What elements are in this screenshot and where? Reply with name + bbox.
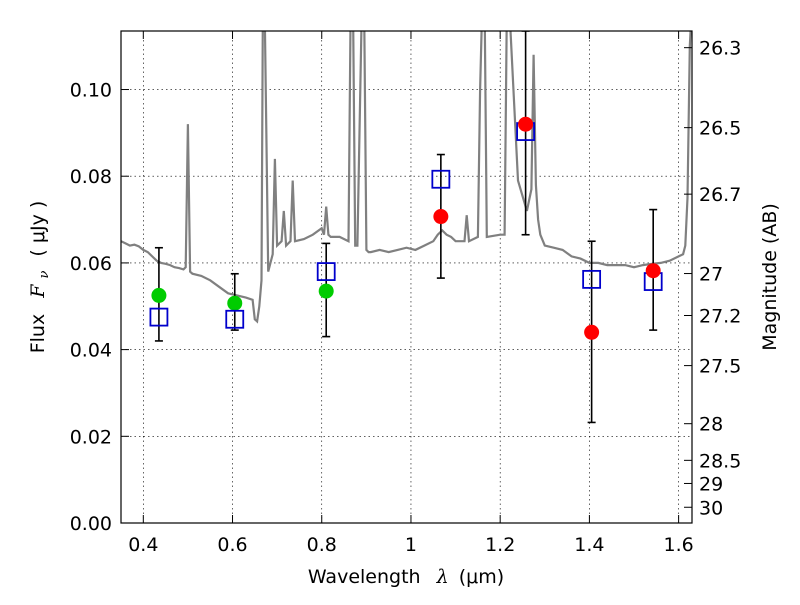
- model-square-marker: [225, 309, 245, 329]
- y-tick-label: 0.06: [70, 253, 112, 275]
- y2-tick-label: 29: [699, 473, 723, 495]
- model-square-marker: [582, 269, 602, 289]
- x-tick-label: 1.4: [574, 534, 604, 556]
- x-tick-label: 1: [405, 534, 417, 556]
- right-axis-title: Magnitude (AB): [759, 203, 781, 351]
- y-axis-f-symbol: F: [27, 284, 49, 299]
- model-square-marker: [431, 169, 451, 189]
- red-data-point: [518, 116, 534, 132]
- y-axis-nu-subscript: ν: [37, 271, 52, 279]
- y-tick-label: 0.08: [70, 166, 112, 188]
- plot-data-layer: [121, 31, 692, 424]
- model-square-marker: [149, 307, 169, 327]
- model-spectrum-line: [121, 31, 692, 324]
- y2-tick-label: 28.5: [699, 450, 741, 472]
- x-tick-label: 0.6: [217, 534, 247, 556]
- red-data-point: [584, 324, 600, 340]
- y-tick-label: 0.00: [70, 513, 112, 535]
- y-axis-title: Flux F ν ( μJy ): [27, 201, 53, 354]
- y-tick-label: 0.04: [70, 340, 112, 362]
- y2-tick-label: 27.5: [699, 356, 741, 378]
- x-tick-label: 0.8: [307, 534, 337, 556]
- green-data-point: [151, 287, 167, 303]
- model-squares-group: [149, 122, 663, 329]
- red-data-point: [645, 263, 661, 279]
- y2-tick-label: 26.5: [699, 118, 741, 140]
- y-tick-label: 0.10: [70, 80, 112, 102]
- y-tick-label: 0.02: [70, 426, 112, 448]
- green-points-group: [151, 283, 334, 311]
- y2-tick-label: 30: [699, 497, 723, 519]
- green-data-point: [318, 283, 334, 299]
- x-axis-unit: (μm): [459, 566, 504, 588]
- y2-tick-label: 26.3: [699, 38, 741, 60]
- y2-tick-label: 27.2: [699, 306, 741, 328]
- plot-frame: [120, 30, 693, 524]
- x-tick-label: 1.6: [664, 534, 694, 556]
- x-axis-title-text: Wavelength: [308, 566, 421, 588]
- grid-lines: [121, 31, 692, 524]
- y2-tick-label: 26.7: [699, 184, 741, 206]
- x-tick-label: 0.4: [128, 534, 158, 556]
- y-axis-ticks: 0.00 0.02 0.04 0.06 0.08 0.10: [70, 80, 129, 535]
- x-axis-ticks: 0.4 0.6 0.8 1 1.2 1.4 1.6: [128, 31, 694, 556]
- y-axis-title-text: Flux: [27, 314, 49, 354]
- model-square-marker: [316, 262, 336, 281]
- x-axis-title: Wavelength λ (μm): [308, 566, 504, 588]
- y2-tick-label: 28: [699, 414, 723, 436]
- x-tick-label: 1.2: [485, 534, 515, 556]
- red-points-group: [433, 116, 661, 340]
- y-axis-unit: ( μJy ): [27, 201, 49, 257]
- y2-tick-label: 27: [699, 264, 723, 286]
- green-data-point: [227, 295, 243, 311]
- red-data-point: [433, 209, 449, 225]
- x-axis-lambda-symbol: λ: [436, 566, 449, 588]
